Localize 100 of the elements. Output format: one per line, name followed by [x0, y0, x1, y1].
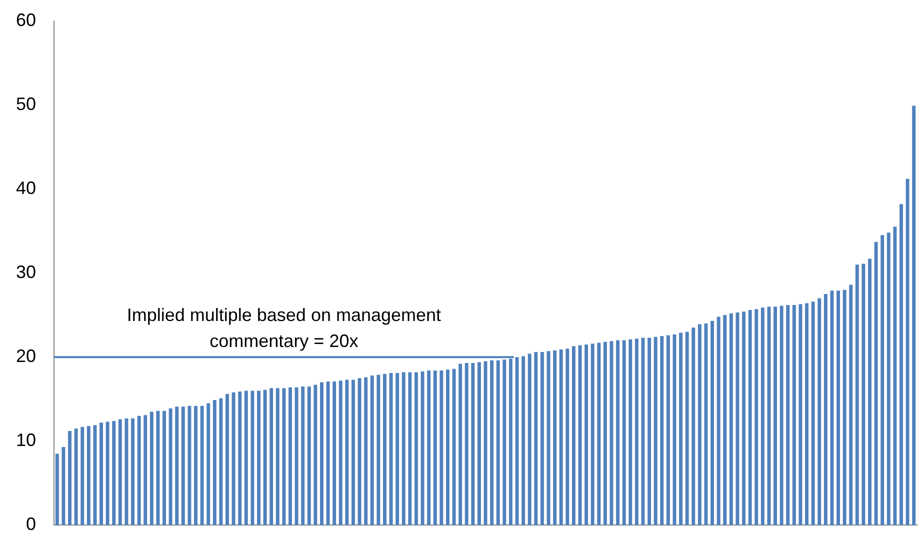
bar [654, 336, 658, 526]
bar [716, 316, 720, 526]
bar [74, 428, 78, 526]
bar [427, 370, 431, 526]
bar [496, 360, 500, 526]
bar [528, 354, 532, 526]
bar [307, 386, 311, 526]
bar [351, 380, 355, 526]
bar [55, 454, 59, 526]
bar [912, 106, 916, 526]
bar [634, 338, 638, 526]
bar [396, 373, 400, 526]
bar [780, 306, 784, 526]
y-tick-label: 60 [16, 10, 36, 30]
bar [144, 415, 148, 526]
bar [288, 387, 292, 526]
bar [106, 422, 110, 526]
bar [603, 342, 607, 526]
bar [80, 426, 84, 526]
bar [572, 346, 576, 526]
bar [137, 416, 141, 526]
bar [710, 320, 714, 526]
bar [206, 403, 210, 526]
bar [440, 370, 444, 526]
bar [811, 302, 815, 526]
bar [862, 264, 866, 526]
y-tick-label: 30 [16, 262, 36, 282]
bar [326, 381, 330, 526]
bar [805, 303, 808, 526]
bar [767, 306, 771, 526]
bar [131, 418, 134, 526]
bar [792, 304, 796, 526]
bar [628, 339, 632, 526]
bar [100, 422, 103, 526]
y-tick-label: 20 [16, 346, 36, 366]
bar [522, 356, 526, 526]
bar [464, 362, 468, 526]
bar [156, 410, 160, 526]
bar [692, 328, 696, 526]
bar [86, 426, 90, 526]
bar [250, 390, 254, 526]
bar [559, 350, 563, 526]
bar [685, 332, 689, 526]
bar [723, 315, 727, 526]
bar [244, 390, 248, 526]
bar [238, 392, 242, 526]
bar [332, 381, 336, 526]
bar [553, 350, 557, 526]
ref-line-label: Implied multiple based on management commentary = 20x [126, 305, 442, 352]
bar [175, 406, 179, 526]
bar [93, 425, 97, 526]
bar [194, 406, 198, 526]
bar [320, 382, 324, 526]
bar [648, 338, 652, 526]
bar [868, 258, 872, 526]
y-tick-label: 10 [16, 430, 36, 450]
bar [818, 298, 822, 526]
bar [124, 418, 128, 526]
bar [874, 242, 878, 526]
bar [584, 344, 588, 526]
bar [282, 388, 286, 526]
bar [212, 400, 216, 526]
bar [729, 313, 733, 526]
bar [112, 420, 116, 526]
bar [842, 290, 846, 526]
bar [477, 362, 481, 526]
bar [704, 323, 708, 526]
bar [830, 290, 834, 526]
bar [263, 390, 267, 526]
y-tick-label: 50 [16, 94, 36, 114]
bar [276, 388, 280, 526]
bar [597, 342, 601, 526]
bar [376, 374, 380, 526]
bar [534, 352, 538, 526]
bar [679, 332, 683, 526]
bar [420, 371, 424, 526]
bar [301, 386, 305, 526]
bar [849, 284, 853, 526]
bar [345, 380, 349, 526]
bar [446, 370, 450, 526]
y-tick-label: 40 [16, 178, 36, 198]
bar [408, 372, 412, 526]
bar [219, 398, 223, 526]
bar [698, 324, 702, 526]
bar [314, 384, 318, 526]
bar [471, 362, 475, 526]
bar [754, 309, 758, 526]
bar [382, 374, 386, 526]
bar [150, 412, 154, 526]
bar [68, 431, 72, 526]
bar [118, 419, 122, 526]
bar [458, 364, 462, 526]
bar [622, 340, 626, 526]
bar [270, 388, 274, 526]
bar [660, 336, 664, 526]
bar [433, 370, 437, 526]
bar [370, 376, 374, 526]
bar [200, 406, 204, 526]
bar [748, 310, 752, 526]
bar [232, 392, 236, 526]
